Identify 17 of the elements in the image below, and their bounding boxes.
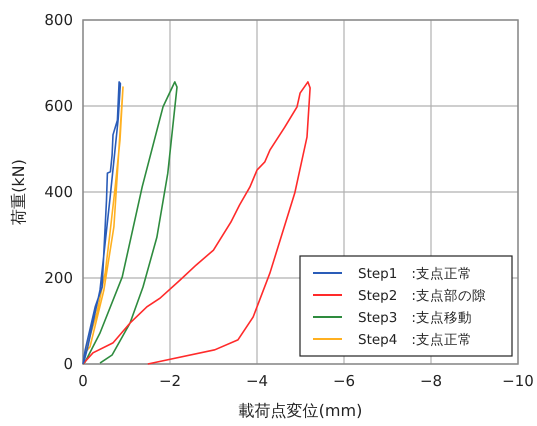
legend-label: Step2 :支点部の隙	[358, 288, 486, 304]
y-tick-label: 600	[44, 97, 73, 115]
y-tick-label: 200	[44, 269, 73, 287]
y-tick-label: 400	[44, 183, 73, 201]
x-tick-label: −2	[158, 372, 182, 390]
x-tick-label: 0	[78, 372, 88, 390]
x-tick-label: −6	[332, 372, 356, 390]
legend-label: Step4 :支点正常	[358, 332, 472, 348]
y-tick-label: 800	[44, 11, 73, 29]
y-tick-label: 0	[63, 355, 73, 373]
y-axis-title: 荷重(kN)	[9, 159, 28, 225]
x-tick-label: −10	[502, 372, 534, 390]
legend-label: Step3 :支点移動	[358, 310, 472, 326]
x-tick-label: −4	[246, 372, 268, 390]
x-tick-label: −8	[420, 372, 442, 390]
x-axis-title: 載荷点変位(mm)	[238, 401, 362, 420]
legend-label: Step1 :支点正常	[358, 266, 472, 282]
